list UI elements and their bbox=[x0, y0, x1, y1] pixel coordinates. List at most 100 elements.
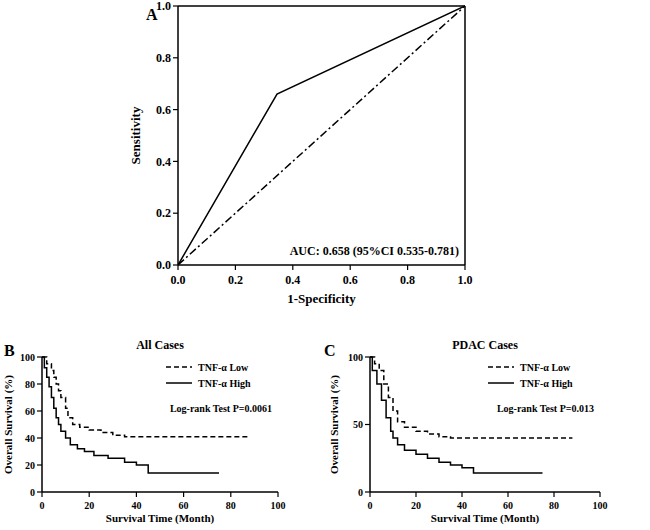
y-axis bbox=[41, 357, 43, 492]
legend-label: TNF-α Low bbox=[520, 362, 571, 373]
x-tick-label: 60 bbox=[179, 500, 189, 511]
x-tick-label: 0.0 bbox=[171, 273, 186, 287]
panel-label: C bbox=[324, 342, 336, 359]
panel-label: B bbox=[4, 342, 15, 359]
x-tick-label: 0.6 bbox=[343, 273, 358, 287]
legend: TNF-α LowTNF-α High bbox=[166, 362, 251, 389]
series-line bbox=[370, 357, 543, 473]
x-axis bbox=[370, 491, 600, 493]
y-tick-label: 1.0 bbox=[156, 0, 171, 13]
y-tick-label: 20 bbox=[25, 460, 35, 471]
y-tick-label: 60 bbox=[25, 406, 35, 417]
panel-label: A bbox=[146, 6, 158, 23]
x-tick bbox=[553, 492, 554, 497]
x-tick-label: 100 bbox=[593, 500, 608, 511]
panel-a: 0.00.20.40.60.81.00.00.20.40.60.81.0A1-S… bbox=[128, 0, 473, 306]
annotation: AUC: 0.658 (95%CI 0.535-0.781) bbox=[290, 244, 459, 258]
x-tick bbox=[292, 265, 293, 270]
x-tick bbox=[350, 265, 351, 270]
x-tick-label: 60 bbox=[503, 500, 513, 511]
y-axis-title: Overall Survival (%) bbox=[2, 375, 15, 474]
y-tick bbox=[37, 464, 42, 465]
y-tick-label: 0.4 bbox=[156, 155, 171, 169]
x-axis bbox=[42, 491, 278, 493]
y-tick-label: 0 bbox=[358, 487, 363, 498]
x-tick bbox=[507, 492, 508, 497]
series-line bbox=[370, 357, 572, 438]
y-tick bbox=[37, 383, 42, 384]
x-tick-label: 100 bbox=[271, 500, 286, 511]
x-tick bbox=[277, 492, 278, 497]
legend-label: TNF-α Low bbox=[198, 362, 249, 373]
y-axis bbox=[177, 6, 179, 265]
legend-swatch bbox=[488, 366, 514, 368]
y-tick bbox=[173, 161, 178, 162]
y-axis-title: Overall Survival (%) bbox=[328, 375, 341, 474]
x-tick-label: 80 bbox=[226, 500, 236, 511]
y-tick-label: 100 bbox=[20, 352, 35, 363]
x-tick-label: 40 bbox=[457, 500, 467, 511]
x-tick bbox=[183, 492, 184, 497]
y-tick bbox=[173, 264, 178, 265]
x-tick bbox=[177, 265, 178, 270]
legend-swatch bbox=[166, 382, 192, 384]
x-tick-label: 0.2 bbox=[228, 273, 243, 287]
x-tick-label: 20 bbox=[411, 500, 421, 511]
x-tick bbox=[599, 492, 600, 497]
x-axis bbox=[178, 264, 465, 266]
x-tick bbox=[136, 492, 137, 497]
x-tick bbox=[415, 492, 416, 497]
x-tick-label: 0.8 bbox=[400, 273, 415, 287]
annotation: Log-rank Test P=0.013 bbox=[497, 403, 594, 414]
series-group bbox=[42, 357, 250, 473]
legend-swatch bbox=[488, 382, 514, 384]
x-tick bbox=[369, 492, 370, 497]
x-tick-label: 0 bbox=[40, 500, 45, 511]
legend: TNF-α Low TNF-α High bbox=[488, 362, 573, 389]
x-axis-title: Survival Time (Month) bbox=[106, 512, 215, 525]
y-tick-label: 0.0 bbox=[156, 258, 171, 272]
panel-b: 020406080100020406080100BAll CasesSurviv… bbox=[2, 338, 286, 525]
x-tick-label: 80 bbox=[549, 500, 559, 511]
series-group bbox=[178, 6, 465, 265]
x-tick bbox=[230, 492, 231, 497]
legend-label: TNF-α High bbox=[520, 378, 573, 389]
series-group bbox=[370, 357, 572, 473]
series-line bbox=[42, 357, 250, 437]
y-tick bbox=[37, 437, 42, 438]
y-tick bbox=[37, 491, 42, 492]
y-tick bbox=[173, 213, 178, 214]
panel-c: 0 20 40 60 80 100 0 50 100 C PDAC Cases Survival Ti… bbox=[324, 338, 608, 525]
y-tick bbox=[37, 356, 42, 357]
x-tick bbox=[41, 492, 42, 497]
x-tick bbox=[464, 265, 465, 270]
y-tick bbox=[365, 424, 370, 425]
legend-swatch bbox=[166, 366, 192, 368]
series-line bbox=[178, 6, 465, 265]
y-axis-title: Sensitivity bbox=[128, 106, 143, 164]
y-tick-label: 100 bbox=[348, 352, 363, 363]
x-axis-title: 1-Specificity bbox=[287, 291, 356, 306]
y-tick bbox=[365, 491, 370, 492]
y-tick bbox=[37, 410, 42, 411]
x-tick-label: 0 bbox=[368, 500, 373, 511]
y-tick-label: 0.2 bbox=[156, 206, 171, 220]
x-axis-title: Survival Time (Month) bbox=[431, 512, 540, 525]
chart-title: All Cases bbox=[136, 338, 184, 352]
x-tick bbox=[461, 492, 462, 497]
x-tick-label: 40 bbox=[131, 500, 141, 511]
y-tick-label: 0.8 bbox=[156, 51, 171, 65]
y-tick-label: 0.6 bbox=[156, 103, 171, 117]
y-tick bbox=[173, 109, 178, 110]
y-tick bbox=[365, 356, 370, 357]
frame-right bbox=[464, 6, 466, 265]
y-tick bbox=[173, 5, 178, 6]
x-tick-label: 0.4 bbox=[285, 273, 300, 287]
y-tick-label: 50 bbox=[353, 419, 363, 430]
annotation: Log-rank Test P=0.0061 bbox=[170, 403, 272, 414]
y-tick-label: 80 bbox=[25, 379, 35, 390]
series-line bbox=[178, 6, 465, 265]
x-tick bbox=[89, 492, 90, 497]
chart-title: PDAC Cases bbox=[452, 338, 518, 352]
x-tick bbox=[407, 265, 408, 270]
